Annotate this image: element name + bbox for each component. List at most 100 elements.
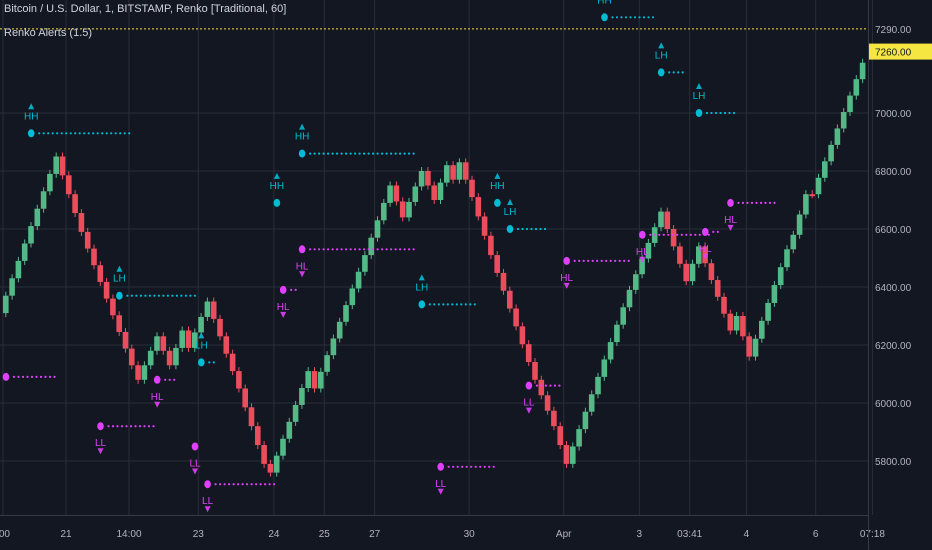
- level-dot: [456, 465, 459, 468]
- level-dot: [345, 152, 348, 155]
- level-dot: [166, 294, 169, 297]
- low-marker[interactable]: [191, 442, 199, 451]
- down-brick: [116, 315, 122, 332]
- high-marker[interactable]: [273, 198, 281, 207]
- down-brick: [500, 272, 507, 291]
- high-marker[interactable]: [27, 129, 35, 138]
- marker-label: HL: [151, 392, 164, 403]
- y-tick-label: 6400.00: [875, 283, 912, 294]
- up-brick: [343, 305, 349, 322]
- low-marker[interactable]: [153, 375, 161, 384]
- level-dot: [87, 132, 90, 135]
- y-tick-label: 6600.00: [875, 225, 912, 236]
- level-dot: [658, 233, 661, 236]
- level-dot: [442, 303, 445, 306]
- level-dot: [737, 201, 740, 204]
- level-dot: [390, 152, 393, 155]
- level-dot: [539, 227, 542, 231]
- level-dot: [553, 384, 557, 387]
- alert-triangle-icon: [198, 332, 205, 339]
- level-dot: [47, 132, 50, 135]
- up-brick: [305, 371, 311, 389]
- down-brick: [469, 179, 475, 198]
- low-marker[interactable]: [437, 462, 445, 471]
- down-brick: [72, 194, 78, 214]
- level-dot: [642, 16, 646, 19]
- level-dot: [363, 248, 366, 251]
- up-brick: [47, 173, 53, 192]
- high-marker[interactable]: [657, 68, 665, 77]
- high-marker[interactable]: [695, 109, 703, 117]
- level-dot: [345, 248, 348, 251]
- level-dot: [340, 248, 343, 251]
- level-dot: [318, 152, 321, 155]
- level-dot: [714, 111, 718, 115]
- marker-label: HL: [296, 261, 309, 272]
- level-dot: [139, 294, 142, 297]
- high-marker[interactable]: [116, 291, 123, 300]
- up-brick: [771, 285, 778, 303]
- high-marker[interactable]: [418, 300, 426, 309]
- down-brick: [809, 194, 815, 197]
- level-dot: [134, 425, 137, 428]
- alert-triangle-icon: [116, 265, 123, 272]
- level-dot: [354, 248, 357, 251]
- level-dot: [38, 132, 41, 135]
- level-dot: [624, 16, 628, 19]
- level-dot: [327, 152, 330, 155]
- down-brick: [311, 371, 318, 389]
- alert-triangle-icon: [696, 83, 702, 89]
- level-dot: [152, 425, 155, 428]
- up-brick: [318, 371, 324, 389]
- level-dot: [544, 384, 548, 387]
- level-dot: [143, 425, 146, 428]
- level-dot: [710, 111, 713, 115]
- indicator-label[interactable]: Renko Alerts (1.5): [4, 27, 93, 39]
- level-dot: [74, 132, 77, 135]
- high-marker[interactable]: [601, 13, 608, 22]
- low-marker[interactable]: [563, 256, 570, 265]
- level-dot: [549, 384, 552, 387]
- down-brick: [242, 388, 248, 408]
- level-dot: [92, 132, 95, 135]
- level-dot: [759, 201, 763, 204]
- level-dot: [716, 230, 719, 233]
- down-brick: [714, 280, 721, 297]
- low-marker[interactable]: [97, 422, 104, 431]
- level-dot: [116, 425, 119, 428]
- level-dot: [534, 227, 538, 231]
- level-dot: [689, 233, 692, 236]
- marker-label: LH: [655, 50, 668, 61]
- low-marker[interactable]: [525, 381, 533, 390]
- up-brick: [853, 79, 860, 96]
- level-dot: [372, 152, 375, 155]
- high-marker[interactable]: [494, 198, 501, 207]
- up-brick: [349, 288, 356, 306]
- low-marker[interactable]: [2, 372, 10, 381]
- level-dot: [372, 248, 375, 251]
- x-tick-label: 25: [319, 529, 331, 540]
- low-marker[interactable]: [639, 230, 646, 239]
- low-marker[interactable]: [702, 227, 709, 236]
- low-marker[interactable]: [279, 285, 287, 294]
- level-dot: [232, 483, 235, 486]
- up-brick: [752, 338, 759, 357]
- x-tick-label: 21: [60, 529, 72, 540]
- level-dot: [44, 375, 47, 378]
- low-marker[interactable]: [204, 480, 211, 489]
- high-marker[interactable]: [506, 225, 514, 233]
- price-label: 7260.00: [875, 48, 912, 59]
- level-dot: [250, 483, 253, 486]
- level-dot: [30, 375, 34, 378]
- high-marker[interactable]: [198, 358, 205, 367]
- level-dot: [264, 483, 267, 486]
- level-dot: [241, 483, 244, 486]
- high-marker[interactable]: [298, 149, 306, 158]
- level-dot: [114, 132, 117, 135]
- low-marker[interactable]: [298, 245, 306, 254]
- low-marker[interactable]: [727, 198, 734, 207]
- level-dot: [638, 16, 641, 19]
- up-brick: [815, 177, 822, 195]
